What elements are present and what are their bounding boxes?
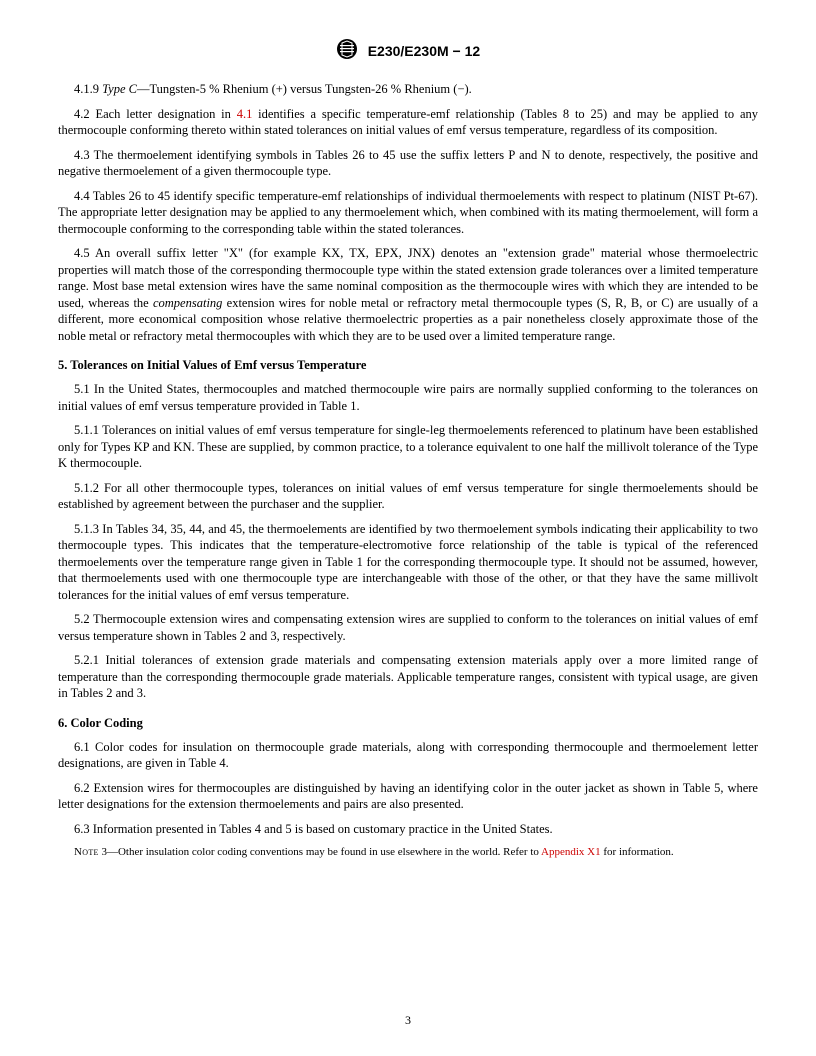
page-number: 3 [0,1013,816,1028]
page: E230/E230M − 12 4.1.9 Type C—Tungsten-5 … [0,0,816,1056]
astm-logo-icon [336,38,358,63]
para-6-2: 6.2 Extension wires for thermocouples ar… [58,780,758,813]
page-header: E230/E230M − 12 [58,38,758,63]
section-6-heading: 6. Color Coding [58,716,758,731]
para-6-1: 6.1 Color codes for insulation on thermo… [58,739,758,772]
para-5-1-3: 5.1.3 In Tables 34, 35, 44, and 45, the … [58,521,758,604]
para-5-2: 5.2 Thermocouple extension wires and com… [58,611,758,644]
link-appendix-x1[interactable]: Appendix X1 [541,846,601,858]
para-4-5-em: compensating [153,296,222,310]
para-5-1-2: 5.1.2 For all other thermocouple types, … [58,480,758,513]
note-3: Note 3—Other insulation color coding con… [58,845,758,859]
para-5-1-1: 5.1.1 Tolerances on initial values of em… [58,422,758,472]
para-4-2-a: 4.2 Each letter designation in [74,107,237,121]
para-4-1-9: 4.1.9 Type C—Tungsten-5 % Rhenium (+) ve… [58,81,758,98]
para-4-2: 4.2 Each letter designation in 4.1 ident… [58,106,758,139]
para-5-2-1: 5.2.1 Initial tolerances of extension gr… [58,652,758,702]
para-5-1: 5.1 In the United States, thermocouples … [58,381,758,414]
section-5-heading: 5. Tolerances on Initial Values of Emf v… [58,358,758,373]
para-4-5: 4.5 An overall suffix letter "X" (for ex… [58,245,758,344]
note-3-b: for information. [601,846,674,858]
para-4-3: 4.3 The thermoelement identifying symbol… [58,147,758,180]
para-6-3: 6.3 Information presented in Tables 4 an… [58,821,758,838]
note-3-a: 3—Other insulation color coding conventi… [99,846,541,858]
link-4-1[interactable]: 4.1 [237,107,253,121]
para-4-4: 4.4 Tables 26 to 45 identify specific te… [58,188,758,238]
doc-number: E230/E230M − 12 [368,43,480,59]
note-3-label: Note [74,846,99,858]
